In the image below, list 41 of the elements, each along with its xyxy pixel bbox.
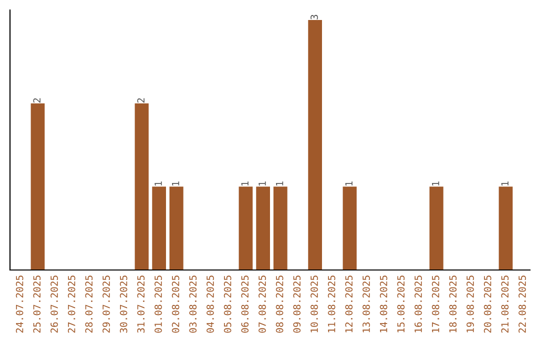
x-tick-label: 18.08.2025 [449, 276, 457, 332]
data-label: 2 [33, 98, 40, 103]
x-tick-label: 27.07.2025 [68, 276, 76, 333]
x-tick-label: 29.07.2025 [102, 276, 110, 333]
data-label: 1 [501, 181, 508, 186]
x-tick-label: 20.08.2025 [484, 276, 492, 333]
x-tick-label: 19.08.2025 [466, 276, 474, 332]
x-tick-label: 31.07.2025 [137, 276, 145, 333]
x-tick-label: 02.08.2025 [172, 276, 180, 333]
x-tick-label: 08.08.2025 [276, 276, 284, 333]
x-tick-label: 05.08.2025 [224, 276, 232, 333]
x-tick-label: 12.08.2025 [345, 276, 353, 332]
x-tick-label: 16.08.2025 [414, 276, 422, 332]
x-tick-label: 03.08.2025 [189, 276, 197, 333]
x-tick-label: 28.07.2025 [85, 276, 93, 333]
x-tick-label: 04.08.2025 [206, 276, 214, 333]
x-tick-label: 06.08.2025 [241, 276, 249, 333]
x-tick-label: 17.08.2025 [432, 276, 440, 332]
x-tick-label: 26.07.2025 [50, 276, 58, 333]
data-label: 1 [276, 181, 284, 186]
data-label: 1 [258, 181, 266, 186]
x-tick-label: 10.08.2025 [310, 276, 318, 332]
data-label: 1 [172, 181, 180, 186]
x-tick-label: 24.07.2025 [16, 276, 24, 333]
x-tick-label: 21.08.2025 [501, 276, 509, 333]
x-tick-label: 09.08.2025 [293, 276, 301, 333]
data-label: 1 [432, 181, 440, 186]
x-tick-label: 14.08.2025 [380, 276, 388, 332]
x-tick-label: 22.08.2025 [518, 276, 526, 333]
data-label: 2 [137, 98, 144, 103]
data-label: 3 [310, 14, 318, 20]
data-label: 1 [345, 181, 352, 186]
x-tick-label: 30.07.2025 [120, 276, 128, 333]
x-tick-label: 13.08.2025 [362, 276, 370, 332]
x-tick-label: 01.08.2025 [154, 276, 162, 333]
data-label: 1 [154, 181, 162, 186]
x-tick-label: 25.07.2025 [33, 276, 41, 333]
x-tick-label: 11.08.2025 [328, 276, 336, 332]
x-tick-label: 15.08.2025 [397, 276, 405, 332]
x-tick-label: 07.08.2025 [258, 276, 266, 333]
data-label: 1 [241, 181, 248, 186]
